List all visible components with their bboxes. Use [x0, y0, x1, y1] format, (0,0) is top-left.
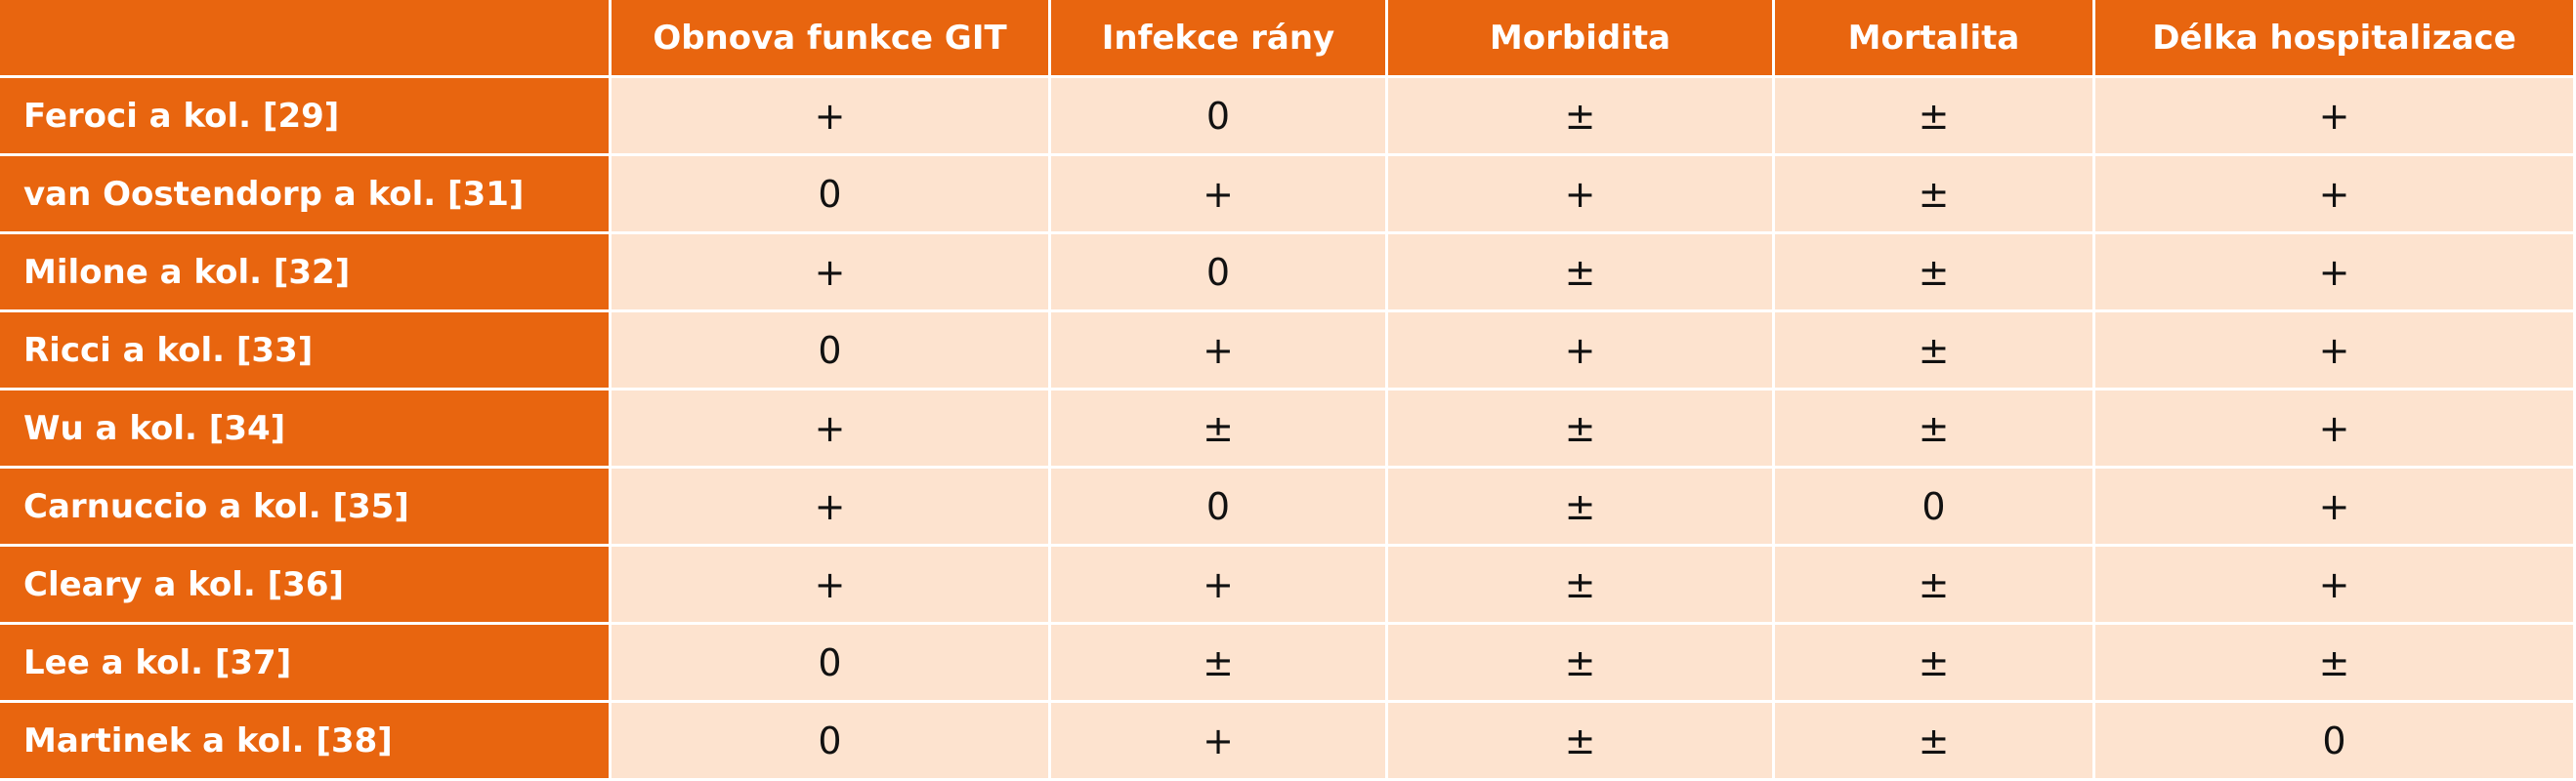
table-cell: + — [1388, 156, 1775, 234]
table-cell: + — [612, 547, 1051, 625]
table-cell: ± — [1775, 156, 2095, 234]
table-cell: ± — [2095, 625, 2576, 703]
table-cell: ± — [1388, 625, 1775, 703]
table-cell: + — [2095, 78, 2576, 156]
table-cell: + — [612, 234, 1051, 312]
table-cell: + — [2095, 390, 2576, 469]
table-cell: + — [1051, 547, 1388, 625]
table-cell: + — [2095, 312, 2576, 390]
column-header: Obnova funkce GIT — [612, 0, 1051, 78]
table-cell: + — [1388, 312, 1775, 390]
table-cell: ± — [1775, 234, 2095, 312]
table-cell: + — [612, 78, 1051, 156]
table-cell: ± — [1775, 547, 2095, 625]
table-cell: 0 — [612, 156, 1051, 234]
column-header: Infekce rány — [1051, 0, 1388, 78]
row-label: Cleary a kol. [36] — [0, 547, 612, 625]
row-label: Wu a kol. [34] — [0, 390, 612, 469]
table-cell: ± — [1775, 625, 2095, 703]
column-header: Délka hospitalizace — [2095, 0, 2576, 78]
table-cell: ± — [1388, 547, 1775, 625]
table-cell: 0 — [2095, 703, 2576, 781]
table-cell: ± — [1388, 703, 1775, 781]
table-cell: + — [2095, 156, 2576, 234]
row-label: Ricci a kol. [33] — [0, 312, 612, 390]
table-cell: ± — [1775, 78, 2095, 156]
table-cell: 0 — [1051, 469, 1388, 547]
table-cell: 0 — [612, 312, 1051, 390]
table-cell: 0 — [1775, 469, 2095, 547]
table-cell: ± — [1388, 78, 1775, 156]
table-cell: ± — [1051, 390, 1388, 469]
row-label: Feroci a kol. [29] — [0, 78, 612, 156]
table-cell: ± — [1388, 234, 1775, 312]
table-cell: 0 — [612, 625, 1051, 703]
table-cell: + — [1051, 312, 1388, 390]
table-cell: 0 — [1051, 78, 1388, 156]
column-header: Mortalita — [1775, 0, 2095, 78]
table-cell: ± — [1051, 625, 1388, 703]
row-label: van Oostendorp a kol. [31] — [0, 156, 612, 234]
table-cell: + — [612, 390, 1051, 469]
row-label: Martinek a kol. [38] — [0, 703, 612, 781]
table-cell: 0 — [1051, 234, 1388, 312]
table-cell: ± — [1388, 469, 1775, 547]
table-cell: ± — [1775, 703, 2095, 781]
table-cell: + — [2095, 234, 2576, 312]
corner-cell — [0, 0, 612, 78]
column-header: Morbidita — [1388, 0, 1775, 78]
table-cell: ± — [1775, 312, 2095, 390]
table-cell: + — [2095, 469, 2576, 547]
table-cell: + — [2095, 547, 2576, 625]
table-cell: ± — [1388, 390, 1775, 469]
table-cell: + — [1051, 703, 1388, 781]
row-label: Carnuccio a kol. [35] — [0, 469, 612, 547]
table-cell: ± — [1775, 390, 2095, 469]
table-cell: + — [1051, 156, 1388, 234]
table-cell: 0 — [612, 703, 1051, 781]
table-cell: + — [612, 469, 1051, 547]
row-label: Milone a kol. [32] — [0, 234, 612, 312]
row-label: Lee a kol. [37] — [0, 625, 612, 703]
